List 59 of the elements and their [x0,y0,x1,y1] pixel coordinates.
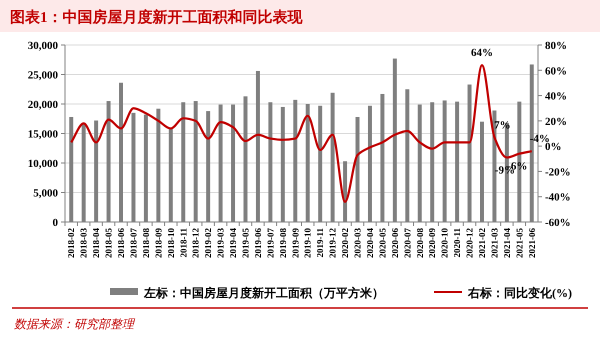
x-tick-label: 2020-07 [402,228,412,258]
x-tick-label: 2020-12 [464,228,475,258]
x-tick-label: 2020-04 [364,228,375,258]
y2-tick-label: 40% [545,90,567,103]
x-tick-label: 2018-11 [178,228,188,258]
chart-title: 图表1：中国房屋月度新开工面积和同比表现 [10,8,304,26]
x-tick-label: 2018-04 [91,228,102,258]
data-label: 64% [470,47,493,60]
x-tick-label: 2018-08 [140,228,151,258]
y-tick-label: 20,000 [28,99,58,111]
y-tick-label: 25,000 [28,70,58,82]
y2-tick-label: 20% [545,116,567,128]
x-tick-label: 2019-08 [278,228,288,258]
x-tick-label: 2019-02 [203,228,214,258]
x-tick-label: 2021-02 [476,228,487,258]
y2-tick-label: -40% [545,192,571,204]
y-tick-label: 5,000 [33,188,58,200]
x-tick-label: 2019-05 [240,228,250,258]
x-tick-label: 2019-12 [328,228,338,258]
x-tick-label: 2021-06 [526,228,537,258]
x-tick-label: 2018-02 [66,228,76,258]
x-tick-label: 2018-07 [128,228,138,258]
x-tick-label: 2020-08 [414,228,425,258]
x-tick-label: 2020-05 [377,228,388,258]
x-tick-label: 2018-05 [104,228,114,258]
x-tick-label: 2019-03 [216,228,226,258]
x-tick-label: 2020-11 [452,228,462,258]
x-tick-label: 2020-09 [427,228,438,258]
x-tick-label: 2021-05 [514,228,524,258]
x-tick-label: 2021-04 [502,228,512,258]
y-tick-label: 10,000 [28,158,58,170]
x-tick-label: 2018-03 [78,228,89,258]
source-note: 数据来源：研究部整理 [14,317,136,331]
x-tick-label: 2019-04 [228,228,238,258]
y2-tick-label: 60% [545,65,567,78]
x-tick-label: 2020-06 [390,228,400,258]
y2-tick-label: -20% [545,166,571,178]
x-tick-label: 2018-12 [190,228,201,258]
x-tick-label: 2018-10 [166,228,176,258]
x-tick-label: 2020-03 [352,228,363,258]
y2-tick-label: -60% [545,217,571,229]
x-tick-label: 2018-06 [116,228,126,258]
data-label: 7% [494,119,511,132]
y2-tick-label: 80% [545,40,567,52]
x-tick-label: 2019-07 [265,228,276,258]
legend-label: 左标：中国房屋月度新开工面积（万平方米） [143,286,384,300]
y2-tick-label: 0% [545,141,562,154]
x-tick-label: 2018-09 [153,228,164,258]
y-tick-label: 30,000 [28,40,58,52]
x-tick-label: 2019-09 [290,228,300,258]
x-tick-label: 2020-02 [340,228,350,258]
x-tick-label: 2021-03 [489,228,500,258]
x-tick-label: 2020-10 [440,228,450,258]
x-tick-label: 2019-06 [252,228,263,258]
legend-label: 右标：同比变化(%) [467,286,572,300]
y-tick-label: 15,000 [28,128,58,140]
x-tick-label: 2019-10 [302,228,313,258]
y-tick-label: 0 [52,217,58,229]
x-tick-label: 2019-11 [315,228,326,258]
